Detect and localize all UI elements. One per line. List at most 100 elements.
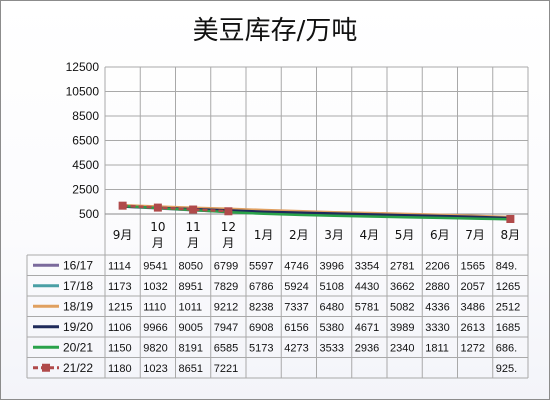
data-label: 4336 [425, 301, 449, 313]
data-label: 6480 [320, 301, 344, 313]
data-label: 3662 [390, 281, 414, 293]
y-tick-label: 6500 [72, 134, 99, 148]
series-name: 21/22 [63, 361, 93, 375]
data-label: 9212 [214, 301, 238, 313]
chart-title: 美豆库存/万吨 [193, 16, 358, 46]
legend-marker [42, 363, 50, 372]
data-label: 2340 [390, 342, 414, 354]
series-point-21/22 [153, 203, 162, 212]
category-unit: 月 [187, 236, 199, 250]
x-category-label: 10 月 [150, 220, 165, 250]
data-label: 1180 [108, 363, 132, 375]
category-number: 10 [150, 220, 165, 234]
data-label: 6786 [249, 281, 273, 293]
data-label: 5108 [320, 281, 344, 293]
data-label: 1272 [461, 342, 485, 354]
series-point-21/22 [189, 205, 198, 214]
data-label: 849. [496, 260, 517, 272]
series-name: 18/19 [63, 299, 93, 313]
y-tick-label: 8500 [72, 109, 99, 123]
data-label: 1685 [496, 322, 520, 334]
y-axis: 500 2500 4500 6500 8500 10500 12500 [66, 60, 100, 221]
data-label: 1173 [108, 281, 132, 293]
data-label: 1565 [461, 260, 485, 272]
data-label: 3996 [320, 260, 344, 272]
data-label: 3533 [320, 342, 344, 354]
data-label: 4273 [284, 342, 308, 354]
data-label: 5380 [320, 322, 344, 334]
data-label: 8651 [179, 363, 203, 375]
data-label: 1265 [496, 281, 520, 293]
data-label: 8191 [179, 342, 203, 354]
data-label: 1114 [108, 260, 131, 272]
x-category-label: 7月 [465, 228, 485, 242]
data-label: 6156 [284, 322, 308, 334]
x-category-label: 12 月 [221, 220, 236, 250]
data-label: 1011 [179, 301, 203, 313]
series-name: 17/18 [63, 279, 93, 293]
x-category-label: 5月 [395, 228, 415, 242]
data-label: 2206 [425, 260, 449, 272]
data-label: 5597 [249, 260, 273, 272]
plot-area [118, 201, 515, 223]
data-label: 2613 [461, 322, 485, 334]
series-line-21/22 [122, 204, 229, 213]
data-label: 1110 [143, 301, 166, 313]
y-tick-label: 4500 [72, 158, 99, 172]
data-label: 7829 [214, 281, 238, 293]
x-category-label: 9月 [113, 228, 133, 242]
x-category-label: 4月 [360, 228, 380, 242]
data-label: 3330 [425, 322, 449, 334]
data-label: 9966 [143, 322, 167, 334]
x-category-label: 1月 [254, 228, 274, 242]
series-point-21/22 [506, 214, 515, 223]
data-label: 4430 [355, 281, 379, 293]
data-label: 5924 [284, 281, 308, 293]
y-tick-label: 12500 [66, 60, 100, 74]
series-name: 16/17 [63, 258, 93, 272]
data-label: 1811 [425, 342, 449, 354]
category-number: 12 [221, 220, 236, 234]
data-table: 9月 10 月 11 月 12 月 1月 2月 3月 4月 5月 6月 7月 8月 16/17 1114 9541… [26, 220, 528, 379]
data-label: 5173 [249, 342, 273, 354]
y-tick-label: 500 [79, 207, 99, 221]
series-point-21/22 [118, 201, 127, 210]
data-label: 8050 [179, 260, 203, 272]
series-point-21/22 [224, 207, 233, 216]
x-category-label: 8月 [501, 228, 521, 242]
data-label: 1023 [143, 363, 167, 375]
data-label: 9820 [143, 342, 167, 354]
y-tick-label: 10500 [66, 85, 100, 99]
data-label: 2512 [496, 301, 520, 313]
data-label: 686. [496, 342, 517, 354]
data-label: 7947 [214, 322, 238, 334]
data-label: 9005 [179, 322, 203, 334]
data-label: 2781 [390, 260, 414, 272]
data-label: 2057 [461, 281, 485, 293]
x-category-label: 11 月 [185, 220, 200, 250]
y-tick-label: 2500 [72, 183, 99, 197]
data-label: 8238 [249, 301, 273, 313]
data-label: 5082 [390, 301, 414, 313]
data-label: 3354 [355, 260, 379, 272]
grid [104, 66, 529, 378]
data-label: 9541 [143, 260, 167, 272]
data-label: 1215 [108, 301, 132, 313]
data-label: 8951 [179, 281, 203, 293]
data-label: 3486 [461, 301, 485, 313]
data-label: 4746 [284, 260, 308, 272]
data-label: 1106 [108, 322, 132, 334]
category-unit: 月 [152, 236, 164, 250]
data-label: 4671 [355, 322, 379, 334]
data-label: 7337 [284, 301, 308, 313]
data-label: 2936 [355, 342, 379, 354]
series-name: 19/20 [63, 320, 93, 334]
data-label: 7221 [214, 363, 238, 375]
category-number: 11 [185, 220, 200, 234]
series-name: 20/21 [63, 340, 93, 354]
data-label: 6585 [214, 342, 238, 354]
category-unit: 月 [222, 236, 234, 250]
data-label: 2880 [425, 281, 449, 293]
